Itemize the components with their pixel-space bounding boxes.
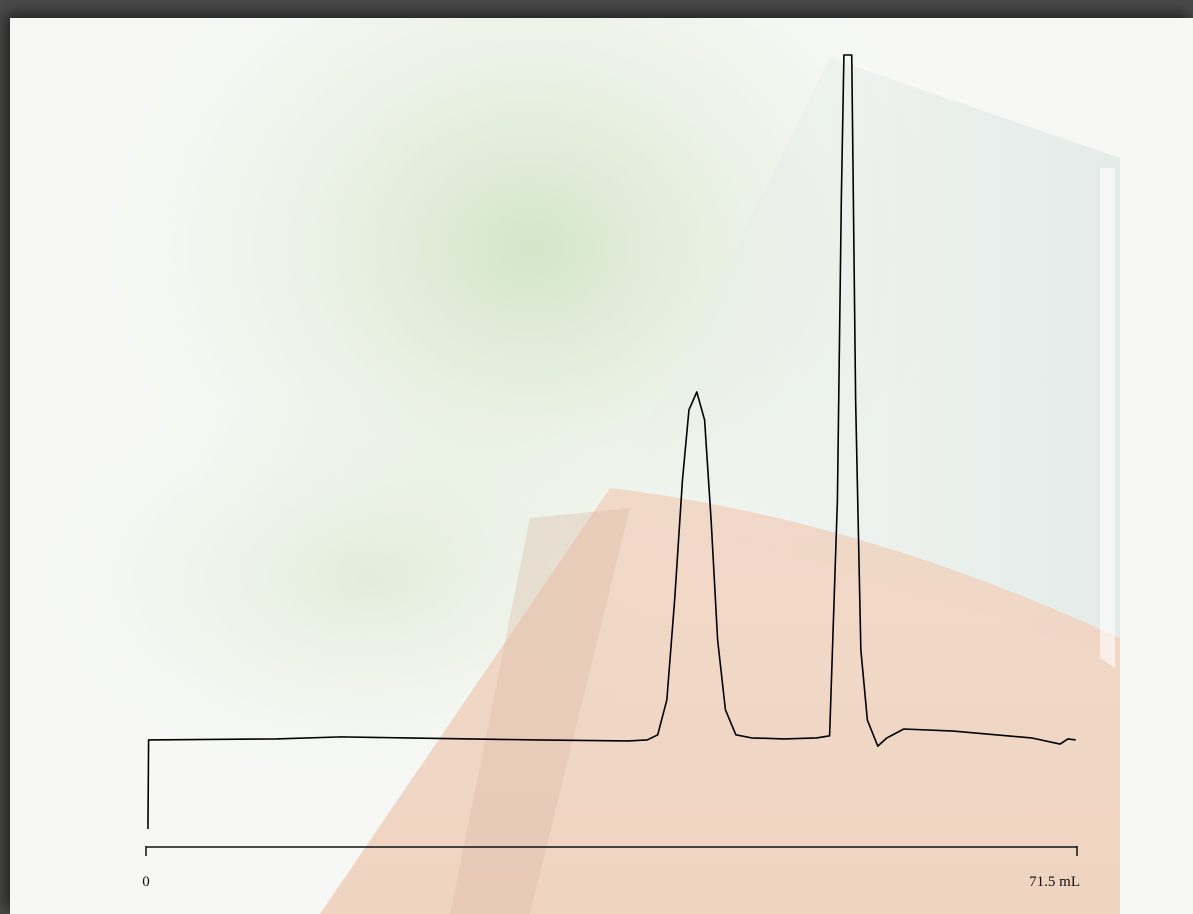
x-tick-label: 71.5 mL bbox=[1029, 874, 1080, 890]
chromatogram-trace bbox=[147, 54, 1076, 830]
background-photo bbox=[40, 18, 1120, 914]
chart-panel bbox=[10, 18, 1193, 914]
x-tick-label: 0 bbox=[142, 874, 150, 890]
